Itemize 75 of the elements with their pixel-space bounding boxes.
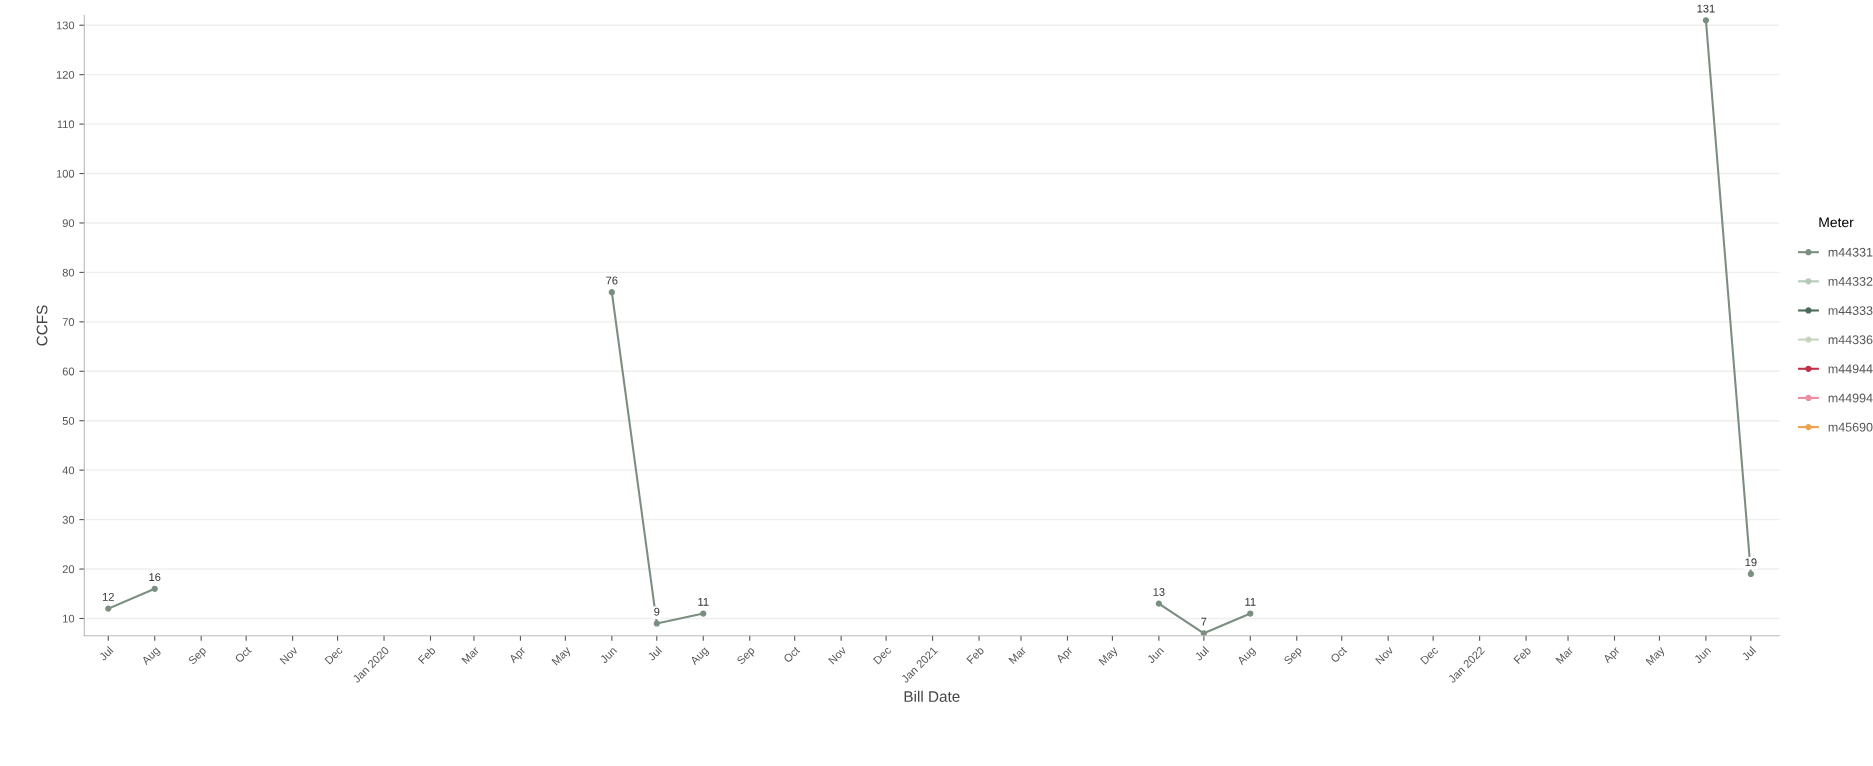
data-label: 7	[1201, 617, 1207, 626]
point	[1702, 17, 1710, 24]
x-tick-label: Jun	[599, 646, 618, 664]
x-tick-label: Apr	[1602, 645, 1622, 666]
x-tick-label: Apr	[1055, 645, 1075, 666]
data-label: 16	[149, 573, 161, 582]
x-tick-label: Dec	[324, 646, 344, 665]
data-label: 11	[1245, 598, 1256, 606]
x-tick-label: Jun	[1693, 646, 1712, 664]
point	[1155, 600, 1163, 607]
x-tick-label: Mar	[1008, 645, 1027, 665]
point	[653, 620, 660, 627]
x-tick-label: Jul	[98, 646, 114, 662]
x-tick-label: Dec	[873, 646, 892, 665]
x-tick-label: Jul	[1740, 646, 1757, 662]
x-tick-label: Nov	[1375, 645, 1394, 665]
y-tick-label: 20	[62, 565, 75, 574]
y-tick-label: 10	[63, 614, 75, 623]
data-label: 76	[606, 276, 618, 285]
x-tick-label: Aug	[141, 646, 162, 667]
x-tick-label: Aug	[689, 646, 711, 667]
point	[608, 289, 615, 296]
legend-label: m44333	[1828, 306, 1873, 315]
x-tick-label: Sep	[1283, 646, 1304, 667]
legend-title: Meter	[1819, 217, 1854, 228]
data-label: 131	[1697, 4, 1715, 13]
x-tick-label: Jul	[1193, 646, 1210, 662]
point	[105, 605, 112, 612]
point	[1200, 630, 1207, 636]
data-label: 9	[654, 607, 660, 616]
y-tick-label: 60	[62, 367, 75, 376]
data-label: 19	[1745, 558, 1757, 567]
x-tick-label: Jul	[646, 646, 663, 662]
point	[151, 585, 158, 592]
data-label: 13	[1153, 588, 1165, 596]
x-tick-label: Mar	[461, 645, 480, 665]
y-tick-label: 100	[56, 169, 75, 178]
y-axis-title: CCFS	[36, 305, 48, 346]
y-tick-label: 120	[56, 70, 75, 79]
data-label: 11	[698, 598, 709, 606]
x-tick-label: Mar	[1555, 645, 1574, 665]
x-tick-label: Sep	[187, 646, 209, 667]
y-tick-label: 80	[62, 268, 75, 277]
x-tick-label: Feb	[417, 645, 436, 665]
y-tick-label: 50	[62, 416, 75, 425]
legend-label: m44336	[1828, 335, 1873, 345]
x-tick-label: Sep	[736, 646, 757, 667]
y-tick-label: 40	[62, 466, 75, 475]
y-tick-label: 130	[56, 21, 75, 30]
y-tick-label: 110	[57, 120, 75, 129]
x-tick-label: Dec	[1420, 646, 1439, 665]
point	[700, 610, 707, 617]
legend-label: m44332	[1828, 276, 1873, 286]
x-tick-label: Feb	[1513, 645, 1532, 665]
legend-label: m45690	[1828, 422, 1873, 432]
x-axis-title: Bill Date	[904, 690, 960, 702]
x-tick-label: Nov	[828, 645, 847, 665]
x-tick-label: Oct	[234, 645, 252, 664]
legend-label: m44994	[1828, 393, 1873, 403]
x-tick-label: Oct	[1330, 645, 1348, 664]
x-tick-label: May	[1645, 645, 1667, 668]
data-label: 12	[102, 592, 114, 601]
point	[1747, 570, 1755, 578]
x-tick-label: Aug	[1236, 646, 1258, 667]
x-tick-label: Apr	[508, 645, 528, 666]
y-tick-label: 30	[62, 515, 75, 524]
legend-label: m44944	[1828, 364, 1873, 374]
point	[1247, 610, 1254, 617]
y-tick-label: 90	[62, 219, 75, 228]
x-tick-label: Feb	[966, 645, 985, 665]
x-tick-label: Jun	[1146, 646, 1165, 664]
x-tick-label: Nov	[279, 645, 299, 665]
x-tick-label: Oct	[783, 645, 801, 664]
legend-label: m44331	[1828, 247, 1873, 257]
y-tick-label: 70	[62, 318, 75, 326]
